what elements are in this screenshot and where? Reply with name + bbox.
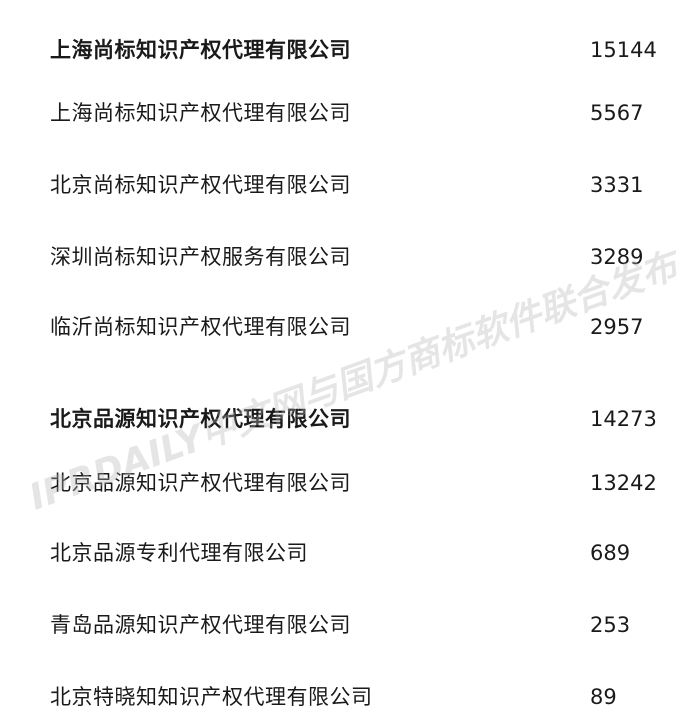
count-value: 689 — [590, 541, 631, 565]
table-row: 北京尚标知识产权代理有限公司 3331 — [0, 167, 687, 203]
company-name: 临沂尚标知识产权代理有限公司 — [50, 315, 351, 339]
count-value: 3289 — [590, 245, 644, 269]
table-row: 北京品源专利代理有限公司 689 — [0, 535, 687, 571]
count-value: 15144 — [590, 38, 657, 62]
company-name: 青岛品源知识产权代理有限公司 — [50, 613, 351, 637]
count-value: 5567 — [590, 101, 644, 125]
table-row-group-header: 北京品源知识产权代理有限公司 14273 — [0, 401, 687, 437]
company-name: 北京特晓知知识产权代理有限公司 — [50, 685, 373, 709]
count-value: 2957 — [590, 315, 644, 339]
count-value: 253 — [590, 613, 631, 637]
table-row: 临沂尚标知识产权代理有限公司 2957 — [0, 309, 687, 345]
count-value: 13242 — [590, 471, 657, 495]
company-name: 北京尚标知识产权代理有限公司 — [50, 173, 351, 197]
table-row: 青岛品源知识产权代理有限公司 253 — [0, 607, 687, 643]
table-row: 北京特晓知知识产权代理有限公司 89 — [0, 679, 687, 715]
company-name: 上海尚标知识产权代理有限公司 — [50, 38, 351, 62]
company-name: 上海尚标知识产权代理有限公司 — [50, 101, 351, 125]
count-value: 3331 — [590, 173, 644, 197]
table-row: 北京品源知识产权代理有限公司 13242 — [0, 465, 687, 501]
company-name: 北京品源知识产权代理有限公司 — [50, 471, 351, 495]
company-name: 北京品源知识产权代理有限公司 — [50, 407, 351, 431]
count-value: 14273 — [590, 407, 657, 431]
table-row: 上海尚标知识产权代理有限公司 5567 — [0, 95, 687, 131]
table-row: 深圳尚标知识产权服务有限公司 3289 — [0, 239, 687, 275]
count-value: 89 — [590, 685, 617, 709]
table-row-group-header: 上海尚标知识产权代理有限公司 15144 — [0, 32, 687, 68]
company-name: 北京品源专利代理有限公司 — [50, 541, 308, 565]
company-name: 深圳尚标知识产权服务有限公司 — [50, 245, 351, 269]
